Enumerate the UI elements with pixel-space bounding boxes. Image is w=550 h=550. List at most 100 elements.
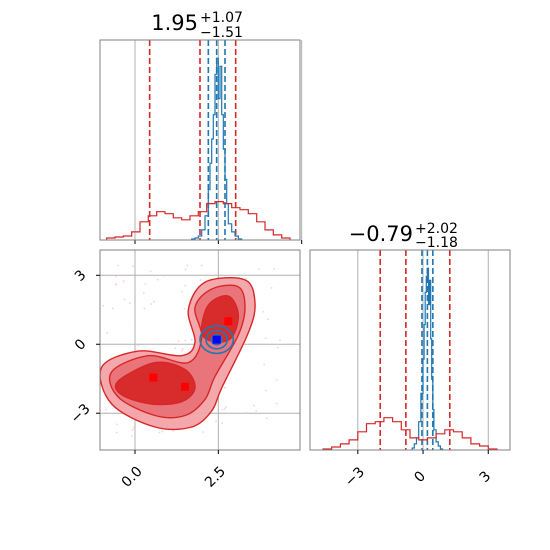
bl-scatter-point [221, 408, 224, 411]
bl-scatter-point [186, 264, 189, 267]
bl-scatter-point [258, 268, 260, 271]
bl-scatter-point [177, 340, 180, 343]
tl-histogram-series-0 [191, 57, 243, 240]
bl-scatter-point [111, 307, 114, 310]
bl-scatter-point [117, 264, 119, 267]
bl-scatter-point [215, 420, 217, 423]
bl-scatter-point [264, 337, 267, 340]
bl-scatter-point [131, 428, 134, 431]
bl-scatter-point [152, 300, 155, 303]
br-xtick-label: −3 [342, 464, 368, 490]
br-histogram-series-1 [322, 417, 498, 450]
bl-scatter-point [275, 402, 278, 405]
bl-scatter-point [236, 412, 239, 415]
bl-scatter-point [133, 426, 135, 429]
bl-scatter-point [184, 268, 187, 271]
bl-scatter-point [156, 278, 159, 281]
bl-scatter-point [106, 331, 108, 334]
bl-scatter-point [183, 307, 186, 310]
bl-red-marker [224, 317, 233, 326]
bl-scatter-point [262, 310, 265, 313]
panel-bottom-right-series [322, 267, 498, 450]
bl-scatter-point [114, 283, 117, 286]
bl-scatter-point [143, 307, 146, 310]
panel-bottom-right-xticks: −3 0 3 [342, 450, 494, 490]
bl-scatter-point [158, 431, 161, 434]
panel-bottom-left-xticks: 0.0 2.5 [119, 450, 229, 491]
bl-scatter-point [275, 379, 278, 382]
bl-scatter-point [137, 344, 140, 347]
bl-scatter-point [123, 298, 126, 301]
bl-scatter-point [142, 292, 145, 294]
bl-scatter-point [115, 275, 118, 278]
panel-top-left-title-value: 1.95 [151, 11, 198, 35]
panel-top-left-histogram: 1.95 +1.07 −1.51 [99, 10, 303, 244]
bl-scatter-point [144, 282, 147, 285]
panel-bottom-left-contours [100, 277, 256, 431]
bl-scatter-point [181, 349, 183, 352]
bl-ytick-label: 3 [72, 267, 90, 285]
bl-scatter-point [182, 347, 184, 350]
panel-bottom-left-contour: 3 0 −3 0.0 2.5 [68, 249, 301, 491]
bl-scatter-point [270, 286, 273, 289]
bl-scatter-point [102, 304, 105, 307]
bl-scatter-point [199, 279, 202, 281]
bl-scatter-point [276, 346, 279, 349]
bl-blue-marker [212, 335, 221, 344]
br-xtick-label: 3 [477, 468, 495, 486]
bl-blue-contour-1 [205, 329, 229, 350]
bl-scatter-point [122, 280, 125, 283]
bl-scatter-point [128, 302, 131, 304]
tl-histogram-series-1 [106, 201, 291, 240]
panel-top-left-frame [99, 39, 301, 241]
bl-scatter-point [245, 411, 248, 414]
panel-bottom-left-yticks: 3 0 −3 [68, 267, 100, 427]
bl-scatter-point [149, 270, 152, 273]
panel-bottom-right-title-value: −0.79 [349, 222, 413, 246]
bl-red-marker [181, 382, 189, 391]
bl-scatter-point [255, 410, 258, 413]
panel-bottom-left-markers [149, 317, 233, 391]
bl-scatter-point [132, 265, 134, 268]
bl-scatter-point [162, 274, 165, 277]
bl-red-contour-inner [114, 361, 196, 406]
panel-top-left-series [106, 57, 291, 240]
bl-scatter-point [223, 386, 226, 389]
panel-bottom-right-frame [309, 249, 511, 451]
bl-scatter-point [252, 404, 255, 407]
bl-scatter-point [266, 318, 269, 321]
bl-scatter-point [150, 303, 153, 305]
bl-scatter-point [115, 431, 118, 434]
bl-blue-contour-2 [210, 333, 223, 346]
bl-scatter-point [279, 339, 281, 342]
panel-bottom-right-quantile-lines [379, 250, 451, 450]
panel-top-left-title-plus: +1.07 [200, 10, 243, 26]
bl-scatter-point [224, 406, 227, 409]
panel-bottom-right-title-plus: +2.02 [415, 221, 458, 237]
bl-scatter-point [265, 389, 267, 392]
bl-scatter-point [263, 363, 265, 366]
bl-scatter-point [115, 423, 118, 426]
bl-scatter-point [174, 347, 177, 350]
bl-ytick-label: 0 [72, 336, 90, 354]
bl-scatter-point [184, 339, 187, 342]
panel-bottom-right-grid [357, 250, 489, 450]
br-xtick-label: 0 [411, 468, 429, 486]
bl-scatter-point [265, 417, 268, 420]
bl-scatter-point [272, 268, 275, 270]
panel-bottom-left-frame [99, 249, 301, 451]
bl-scatter-point [184, 284, 187, 287]
bl-scatter-point [223, 408, 226, 410]
bl-scatter-point [161, 430, 164, 433]
bl-scatter-point [181, 290, 184, 293]
bl-scatter-point [130, 435, 133, 437]
panel-top-left-title-minus: −1.51 [200, 25, 243, 41]
bl-red-marker [149, 373, 158, 382]
bl-scatter-point [134, 321, 137, 324]
bl-scatter-point [105, 408, 108, 411]
panel-bottom-right-histogram: −3 0 3 −0.79 +2.02 −1.18 [309, 221, 511, 490]
bl-xtick-label: 0.0 [119, 464, 146, 491]
bl-scatter-point [200, 264, 203, 267]
bl-ytick-label: −3 [68, 401, 94, 427]
